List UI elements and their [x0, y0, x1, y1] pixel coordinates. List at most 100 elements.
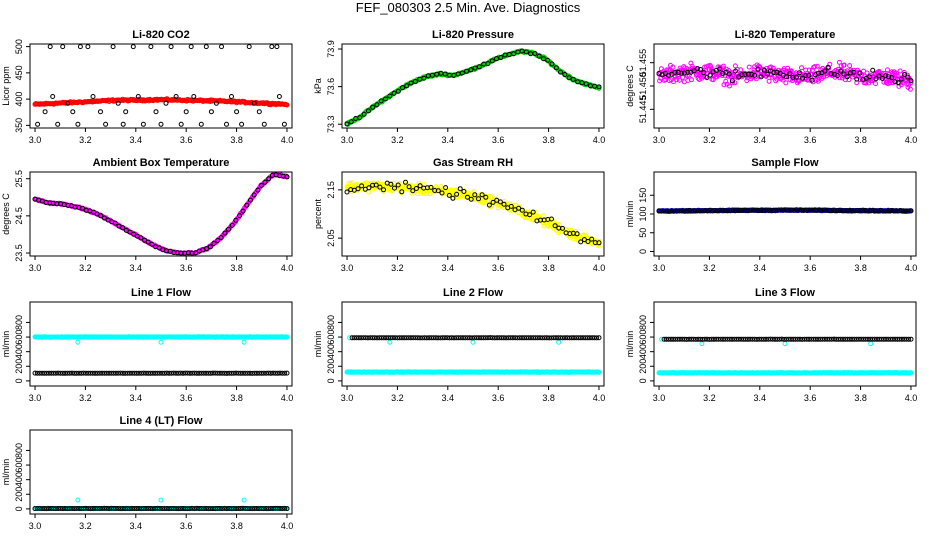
data-point — [76, 370, 82, 376]
y-tick-label: 600 — [326, 330, 336, 345]
data-point — [149, 241, 155, 247]
data-point — [693, 336, 699, 342]
data-point — [138, 506, 144, 512]
data-point — [118, 370, 124, 376]
series-black-1 — [656, 207, 914, 214]
x-tick-label: 3.6 — [804, 393, 817, 403]
data-point — [55, 506, 61, 511]
data-point — [90, 506, 96, 511]
data-point — [417, 76, 423, 82]
data-point — [803, 73, 809, 78]
data-point — [501, 335, 507, 341]
series-group — [344, 179, 602, 249]
data-point — [885, 208, 891, 214]
data-point — [134, 370, 140, 376]
x-tick-label: 3.2 — [703, 393, 716, 403]
data-point — [98, 213, 104, 219]
y-tick-label: 800 — [14, 315, 24, 330]
data-point — [439, 190, 445, 196]
data-point — [684, 336, 690, 342]
data-point — [104, 505, 110, 511]
data-point — [486, 194, 492, 199]
data-point — [263, 370, 269, 376]
data-point — [835, 73, 841, 79]
y-tick-label: 400 — [14, 344, 24, 359]
data-point — [246, 44, 252, 50]
data-point — [768, 207, 774, 213]
data-point — [659, 208, 665, 214]
data-point — [845, 336, 850, 342]
data-point — [816, 207, 822, 213]
data-point — [120, 121, 126, 127]
data-point — [268, 506, 274, 511]
y-axis-label: degrees C — [1, 193, 11, 235]
data-point — [450, 195, 456, 201]
data-point — [868, 341, 874, 347]
data-point — [774, 336, 780, 342]
data-point — [834, 208, 840, 214]
data-point — [510, 335, 516, 341]
data-point — [505, 335, 511, 341]
data-point — [811, 336, 817, 342]
data-point — [776, 207, 782, 213]
data-point — [388, 181, 394, 187]
data-point — [837, 208, 843, 214]
y-tick-label: 24.5 — [14, 207, 24, 225]
data-point — [549, 61, 555, 67]
data-point — [226, 370, 232, 376]
data-point — [900, 208, 906, 214]
data-point — [153, 109, 159, 115]
data-point — [674, 77, 679, 83]
data-point — [656, 208, 662, 214]
data-point — [141, 370, 147, 376]
data-point — [888, 336, 894, 342]
data-point — [768, 336, 773, 342]
data-point — [888, 208, 894, 214]
data-point — [125, 506, 130, 511]
data-point — [872, 336, 878, 342]
data-point — [490, 199, 496, 205]
data-point — [428, 184, 434, 190]
data-point — [256, 370, 262, 376]
series-cyan-1 — [75, 339, 247, 345]
data-point — [558, 69, 563, 75]
plot-frame — [653, 43, 917, 129]
data-point — [720, 336, 726, 342]
data-point — [162, 506, 167, 512]
data-point — [860, 208, 866, 214]
data-point — [277, 370, 283, 376]
data-point — [366, 185, 372, 191]
data-point — [661, 208, 667, 214]
data-point — [863, 80, 869, 86]
data-point — [902, 72, 908, 77]
data-point — [210, 370, 216, 376]
data-point — [408, 80, 414, 86]
chart-title: Ambient Box Temperature — [93, 157, 230, 169]
data-point — [560, 225, 565, 231]
data-point — [870, 336, 875, 342]
data-point — [814, 63, 820, 69]
data-point — [442, 71, 448, 77]
data-point — [523, 49, 529, 55]
data-point — [819, 207, 825, 213]
data-point — [101, 505, 107, 511]
data-point — [897, 68, 903, 74]
data-point — [192, 506, 197, 512]
data-point — [479, 192, 485, 198]
data-point — [212, 506, 218, 512]
data-point — [203, 506, 209, 511]
data-point — [539, 335, 545, 341]
series-magenta-0 — [32, 172, 290, 256]
data-point — [152, 370, 158, 376]
y-tick-label: 400 — [14, 92, 24, 107]
data-point — [880, 208, 886, 214]
y-tick-label: 73.3 — [326, 115, 336, 133]
data-point — [276, 94, 282, 99]
data-point — [745, 71, 751, 77]
series-group — [32, 44, 290, 127]
data-point — [770, 336, 776, 342]
data-point — [185, 506, 191, 512]
data-point — [704, 336, 710, 342]
data-point — [908, 208, 914, 214]
y-tick-label: 0 — [638, 249, 648, 254]
